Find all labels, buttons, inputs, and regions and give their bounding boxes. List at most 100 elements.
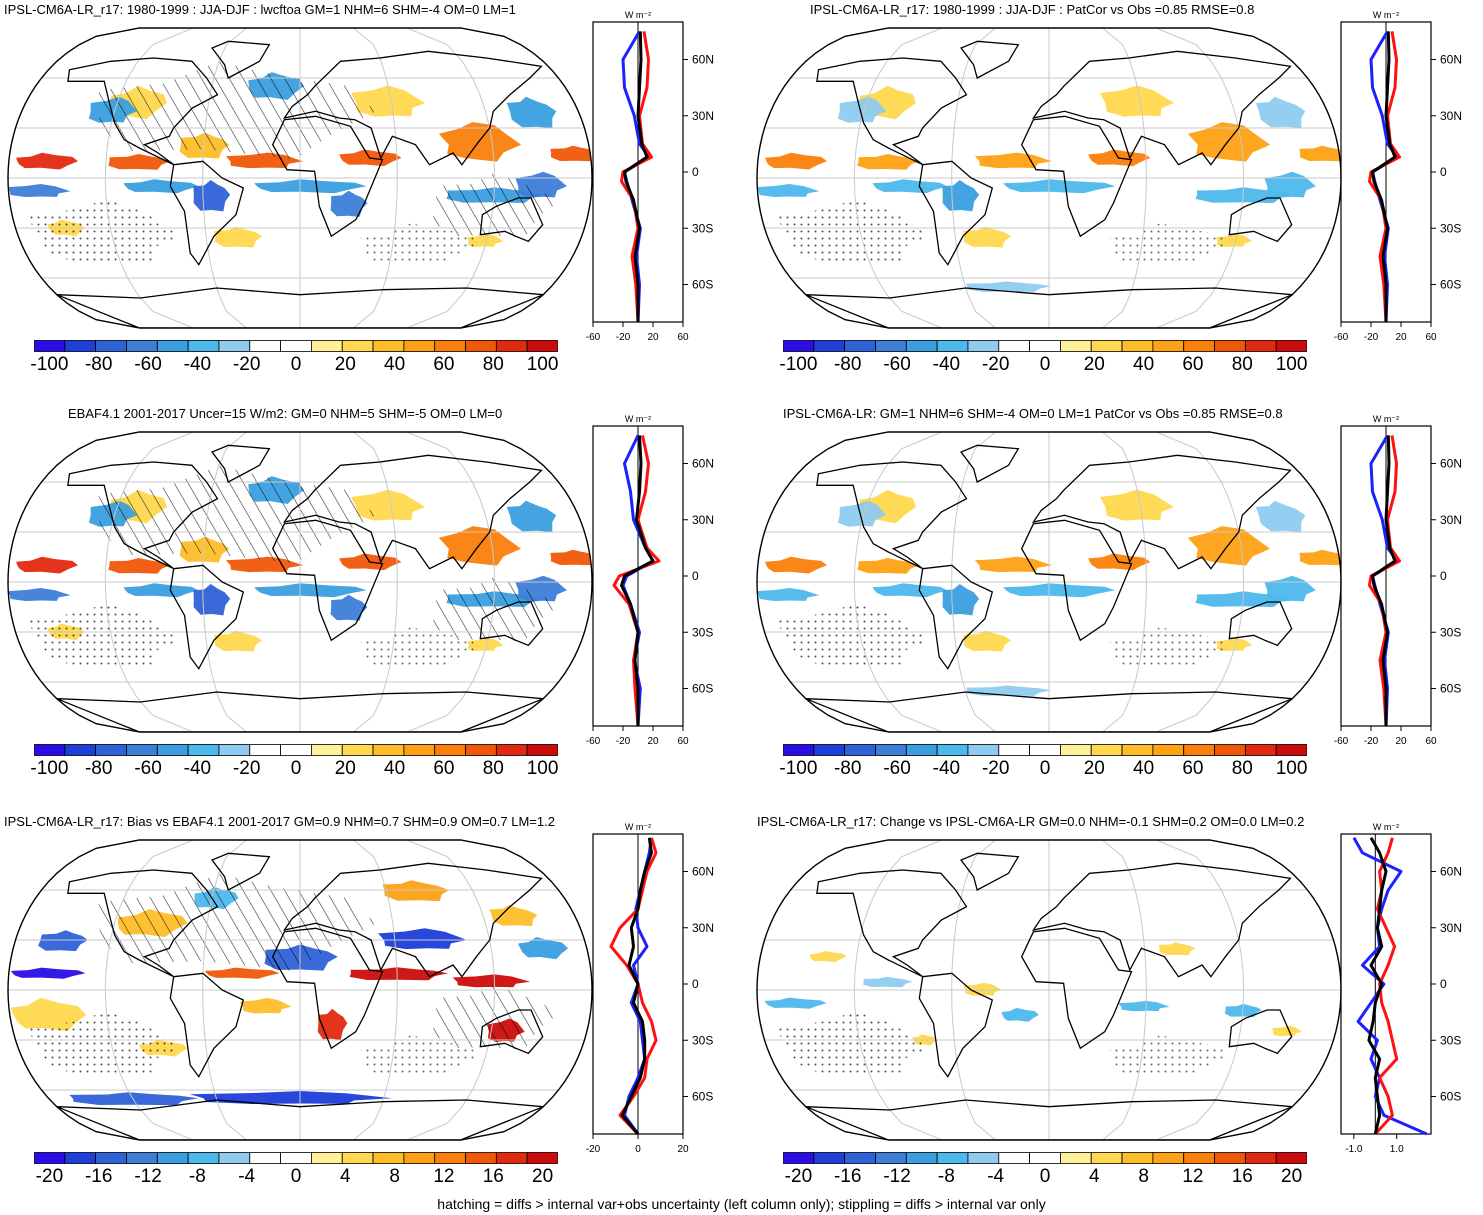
colorbar: -20 -16 -12 -8 -4 0 4 8 12 16 20 bbox=[783, 1152, 1307, 1188]
colorbar-cell bbox=[905, 744, 938, 756]
anomaly-region bbox=[1299, 549, 1341, 566]
anomaly-region bbox=[69, 1092, 199, 1106]
x-tick-label: -20 bbox=[1364, 736, 1379, 747]
units-label: W m⁻² bbox=[625, 414, 651, 424]
coastline bbox=[960, 852, 1020, 891]
colorbar-cell bbox=[465, 340, 497, 352]
anomaly-region bbox=[330, 594, 368, 621]
colorbar-cell bbox=[1275, 744, 1307, 756]
anomaly-region bbox=[1187, 526, 1271, 566]
map-border bbox=[7, 431, 593, 733]
lat-tick-label: 30S bbox=[1440, 625, 1461, 639]
colorbar-tick-label: 60 bbox=[1182, 758, 1204, 779]
coastline bbox=[1228, 601, 1293, 647]
lat-tick-label: 0 bbox=[692, 165, 699, 179]
colorbar-cell bbox=[249, 744, 281, 756]
colorbar-cell bbox=[1183, 340, 1215, 352]
lat-tick-label: 0 bbox=[1440, 165, 1447, 179]
colorbar-tick-label: 60 bbox=[433, 758, 455, 779]
panel-3: EBAF4.1 2001-2017 Uncer=15 W/m2: GM=0 NH… bbox=[0, 404, 741, 804]
map-border bbox=[756, 839, 1342, 1141]
colorbar-tick-label: 0 bbox=[290, 758, 302, 779]
anomaly-region bbox=[1003, 179, 1116, 194]
panel-6: IPSL-CM6A-LR_r17: Change vs IPSL-CM6A-LR… bbox=[745, 812, 1483, 1192]
stippling-region bbox=[774, 603, 930, 669]
coastline bbox=[271, 927, 384, 1050]
colorbar-cell bbox=[218, 1152, 251, 1164]
coastline bbox=[56, 287, 544, 328]
colorbar-tick-label: 20 bbox=[334, 354, 356, 375]
x-tick-label: -20 bbox=[1364, 332, 1379, 343]
coastline bbox=[479, 197, 544, 243]
units-label: W m⁻² bbox=[1373, 414, 1399, 424]
colorbar-cell bbox=[875, 1152, 907, 1164]
anomaly-region bbox=[1099, 489, 1174, 521]
colorbar-tick-label: -4 bbox=[238, 1166, 256, 1187]
colorbar-cell bbox=[187, 744, 220, 756]
anomaly-region bbox=[108, 154, 171, 170]
coastline bbox=[211, 852, 271, 891]
lat-tick-label: 30N bbox=[692, 513, 714, 527]
graticule-line bbox=[104, 840, 194, 1140]
colorbar-cell bbox=[967, 1152, 1000, 1164]
coastline bbox=[211, 40, 271, 79]
anomaly-region bbox=[765, 152, 827, 170]
colorbar-tick-label: 60 bbox=[433, 354, 455, 375]
colorbar-tick-label: -12 bbox=[883, 1166, 911, 1187]
colorbar-cell bbox=[1214, 1152, 1246, 1164]
colorbar-strip bbox=[34, 340, 558, 352]
colorbar-tick-label: -40 bbox=[183, 758, 212, 779]
graticule-line bbox=[951, 28, 996, 328]
colorbar-cell bbox=[783, 340, 815, 352]
lat-tick-label: 60S bbox=[692, 1090, 713, 1104]
graticule-line bbox=[104, 28, 194, 328]
x-tick-label: -60 bbox=[586, 332, 601, 343]
colorbar-cell bbox=[1152, 340, 1185, 352]
colorbar-tick-label: 20 bbox=[334, 758, 356, 779]
colorbar-tick-label: -20 bbox=[232, 758, 261, 779]
graticule-line bbox=[1155, 840, 1245, 1140]
colorbar-cell bbox=[1060, 340, 1092, 352]
lat-tick-label: 60N bbox=[1440, 53, 1462, 67]
colorbar-tick-label: 80 bbox=[1231, 354, 1253, 375]
colorbar-cell bbox=[218, 340, 251, 352]
anomaly-region bbox=[765, 556, 827, 574]
colorbar-tick-label: 16 bbox=[1231, 1166, 1253, 1187]
colorbar-cell bbox=[372, 340, 405, 352]
colorbar-cell bbox=[95, 340, 127, 352]
zonal-mean-profile: W m⁻² 60N 30N 0 30S 60S -60 -20 20 60 bbox=[1334, 414, 1462, 747]
colorbar-tick-label: 0 bbox=[1039, 1166, 1051, 1187]
stippling-region bbox=[360, 1035, 479, 1078]
colorbar-cell bbox=[495, 340, 528, 352]
lat-tick-label: 30N bbox=[692, 921, 714, 935]
graticule-line bbox=[951, 840, 996, 1140]
panel-title: IPSL-CM6A-LR_r17: Bias vs EBAF4.1 2001-2… bbox=[4, 814, 555, 829]
panel-title: IPSL-CM6A-LR_r17: 1980-1999 : JJA-DJF : … bbox=[4, 2, 516, 17]
profile-line-black bbox=[1367, 837, 1388, 1135]
x-tick-label: 20 bbox=[1395, 736, 1407, 747]
profile-line-black bbox=[623, 31, 649, 322]
anomaly-region bbox=[378, 928, 467, 950]
colorbar-cell bbox=[156, 340, 189, 352]
zonal-mean-profile: W m⁻² 60N 30N 0 30S 60S -60 -20 20 60 bbox=[1334, 10, 1462, 343]
anomaly-region bbox=[8, 588, 71, 601]
colorbar: -100 -80 -60 -40 -20 0 20 40 60 80 100 bbox=[779, 340, 1308, 376]
zonal-mean-profile: W m⁻² 60N 30N 0 30S 60S -1.0 1.0 bbox=[1340, 822, 1462, 1155]
colorbar-tick-label: 12 bbox=[433, 1166, 455, 1187]
coastline bbox=[1031, 862, 1292, 978]
coastline bbox=[479, 601, 544, 647]
colorbar-cell bbox=[341, 1152, 374, 1164]
colorbar-tick-label: -100 bbox=[30, 758, 69, 779]
lat-tick-label: 30S bbox=[1440, 221, 1461, 235]
units-label: W m⁻² bbox=[625, 10, 651, 20]
anomaly-region bbox=[189, 1091, 393, 1104]
stippling-region bbox=[360, 223, 479, 266]
panel-title: EBAF4.1 2001-2017 Uncer=15 W/m2: GM=0 NH… bbox=[68, 406, 503, 421]
colorbar-cell bbox=[905, 1152, 938, 1164]
lat-tick-label: 60N bbox=[1440, 457, 1462, 471]
colorbar-tick-label: 100 bbox=[1275, 354, 1308, 375]
colorbar-cell bbox=[341, 340, 374, 352]
colorbar-cell bbox=[526, 1152, 558, 1164]
graticule-line bbox=[202, 840, 247, 1140]
anomaly-region bbox=[550, 549, 592, 566]
